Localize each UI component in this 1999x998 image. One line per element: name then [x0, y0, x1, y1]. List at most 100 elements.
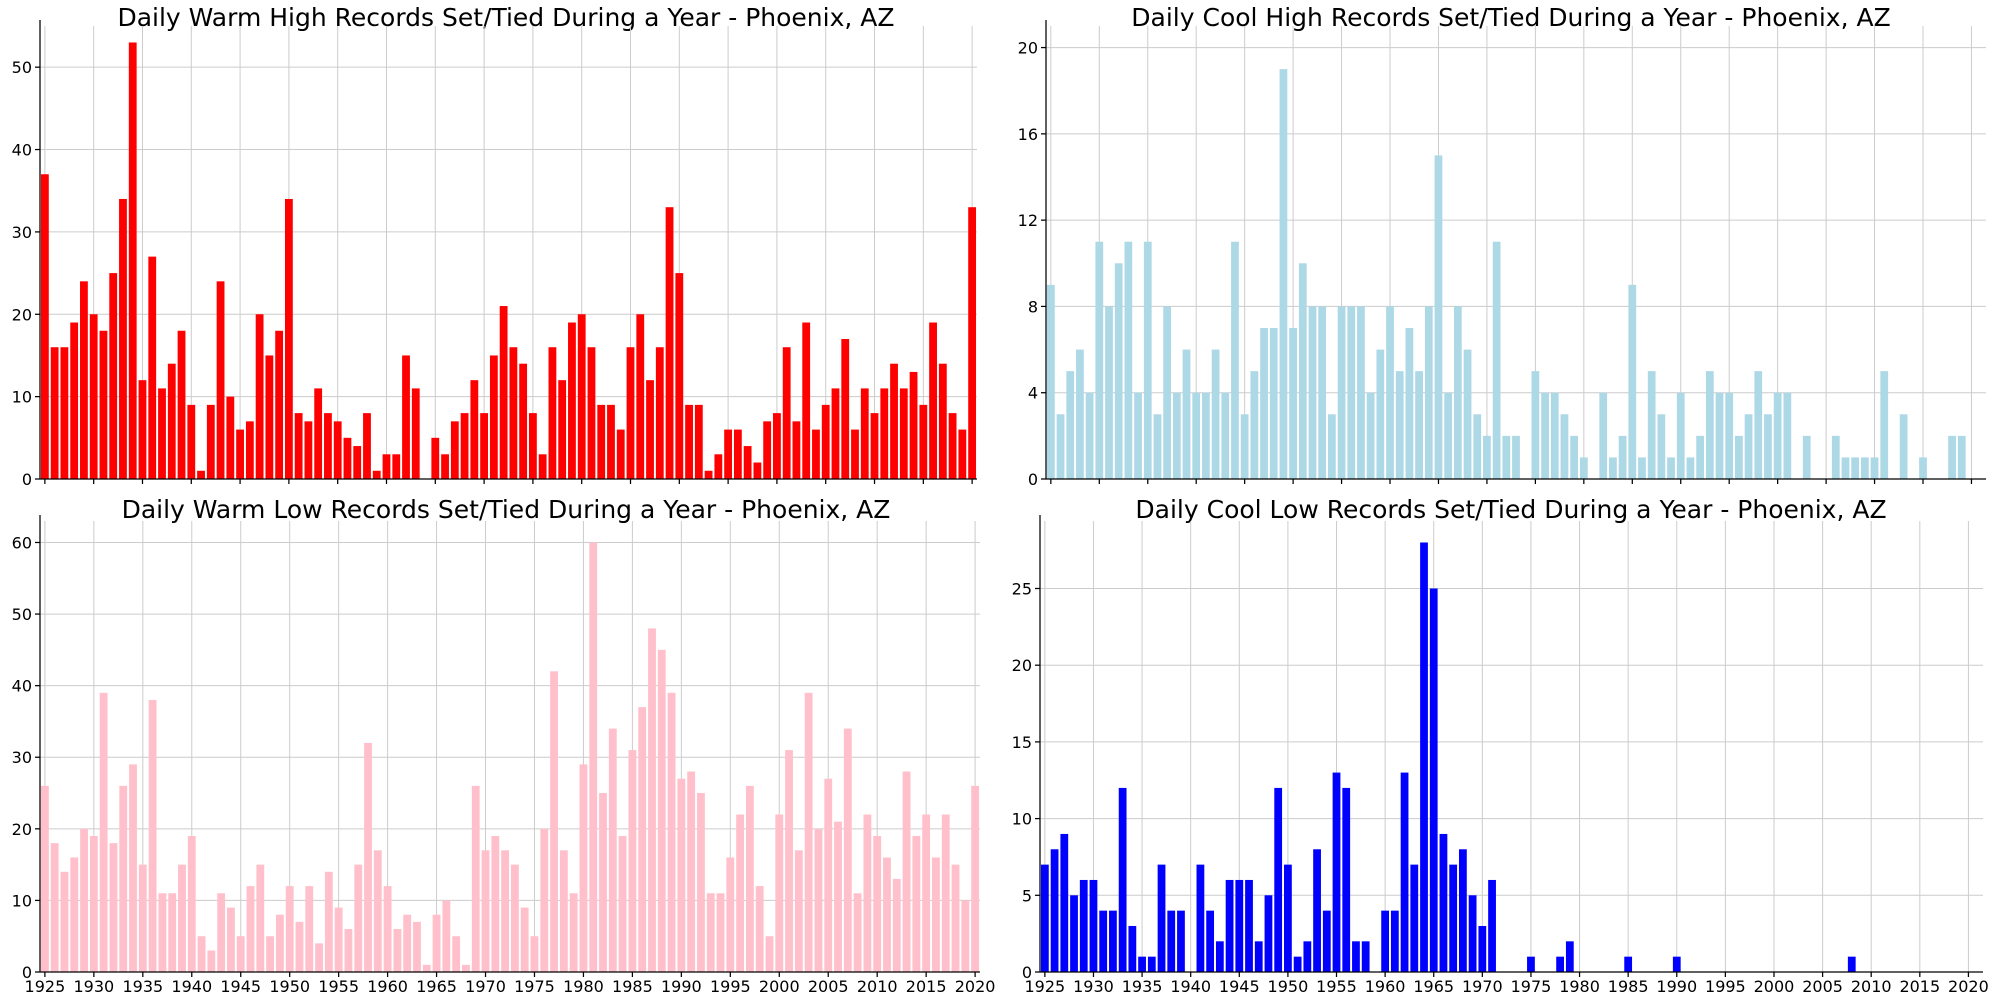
bar-1962: [403, 914, 412, 972]
bar-2010: [873, 835, 882, 972]
x-tick-label: 1975: [514, 977, 555, 996]
bar-series: [1046, 69, 1966, 480]
bar-1997: [743, 446, 752, 479]
bar-2003: [1802, 435, 1811, 479]
bar-1957: [353, 446, 362, 479]
bar-1952: [305, 886, 314, 972]
bar-1996: [736, 814, 745, 972]
y-tick-label: 40: [12, 677, 32, 696]
bar-2012: [892, 878, 901, 972]
bar-1928: [70, 857, 79, 972]
bar-1988: [1657, 414, 1666, 479]
bar-1964: [422, 964, 431, 972]
bar-1988: [657, 649, 666, 972]
bar-2007: [841, 338, 850, 479]
bar-1990: [1676, 392, 1685, 479]
y-tick-label: 16: [1018, 125, 1038, 144]
bar-1974: [519, 363, 528, 479]
bar-2001: [1783, 392, 1792, 479]
bar-1978: [1556, 956, 1564, 972]
bar-2005: [824, 778, 833, 972]
x-axis-ticks: [1050, 479, 1973, 484]
bar-1968: [1463, 349, 1472, 479]
bar-1945: [1240, 414, 1249, 479]
x-tick-label: 1990: [1656, 977, 1697, 996]
bar-1954: [1322, 910, 1331, 972]
y-axis-ticks: 0 4 8 12 16 20: [1018, 39, 1046, 489]
bar-2009: [863, 814, 872, 972]
chart-cool-low: Daily Cool Low Records Set/Tied During a…: [1012, 495, 1989, 996]
bar-2018: [948, 413, 957, 479]
bar-1973: [1512, 435, 1520, 479]
x-tick-label: 2020: [955, 977, 996, 996]
bar-1959: [373, 850, 382, 972]
bar-1937: [158, 893, 167, 972]
bar-1972: [1502, 435, 1511, 479]
bar-1963: [1410, 864, 1419, 972]
bar-1993: [704, 470, 713, 479]
x-tick-label: 1950: [269, 977, 310, 996]
bar-1999: [1764, 414, 1772, 479]
bar-1940: [1192, 392, 1201, 479]
bar-2009: [860, 388, 869, 479]
bar-1944: [227, 907, 235, 972]
bar-1955: [334, 907, 343, 972]
bar-1992: [697, 793, 705, 972]
bar-1983: [607, 404, 615, 479]
y-tick-label: 20: [12, 305, 32, 324]
x-tick-label: 1995: [710, 977, 751, 996]
bar-1990: [677, 778, 686, 972]
bar-1997: [745, 785, 754, 972]
bar-1958: [1366, 392, 1375, 479]
chart-title-cool-high: Daily Cool High Records Set/Tied During …: [1131, 3, 1890, 32]
y-tick-label: 10: [12, 891, 32, 910]
bar-1937: [1157, 864, 1166, 972]
y-tick-label: 12: [1018, 211, 1038, 230]
bar-1953: [1313, 849, 1321, 972]
y-tick-label: 10: [12, 388, 32, 407]
bar-1942: [207, 950, 216, 972]
bar-1968: [460, 413, 469, 479]
bar-1981: [589, 542, 598, 972]
bar-1993: [706, 893, 715, 972]
bar-1974: [520, 907, 529, 972]
bar-2006: [831, 388, 840, 479]
x-tick-label: 1940: [171, 977, 212, 996]
bar-1959: [372, 470, 381, 479]
bar-1949: [275, 330, 284, 479]
chart-title-warm-low: Daily Warm Low Records Set/Tied During a…: [122, 495, 891, 524]
bar-2018: [1948, 435, 1956, 479]
bar-1977: [548, 347, 557, 479]
bar-1984: [1618, 435, 1627, 479]
y-tick-label: 30: [12, 223, 32, 242]
bar-1962: [1400, 772, 1409, 972]
x-tick-label: 1965: [416, 977, 457, 996]
bar-1960: [382, 454, 391, 479]
bar-2008: [851, 429, 859, 479]
bar-1932: [109, 273, 118, 479]
bar-1937: [1163, 306, 1172, 479]
bar-2010: [870, 413, 879, 479]
bar-1977: [550, 671, 558, 972]
bar-2003: [802, 322, 811, 479]
y-tick-label: 15: [1012, 733, 1032, 752]
x-tick-label: 2000: [1754, 977, 1795, 996]
bar-2013: [1899, 414, 1908, 479]
grid-lines: [1040, 521, 1983, 973]
bar-1975: [530, 936, 539, 972]
bar-2018: [951, 864, 960, 972]
bar-1949: [275, 914, 284, 972]
y-tick-label: 5: [1022, 886, 1032, 905]
bar-1961: [392, 454, 401, 479]
bar-1961: [1395, 371, 1404, 479]
bar-1983: [608, 728, 617, 972]
x-tick-label: 2020: [1948, 977, 1989, 996]
bar-1933: [1118, 787, 1127, 972]
bar-1990: [1672, 956, 1681, 972]
bar-1949: [1279, 69, 1288, 480]
bar-1927: [60, 871, 69, 972]
bar-2011: [883, 857, 891, 972]
bar-1956: [1342, 787, 1351, 972]
bar-2002: [792, 421, 801, 479]
